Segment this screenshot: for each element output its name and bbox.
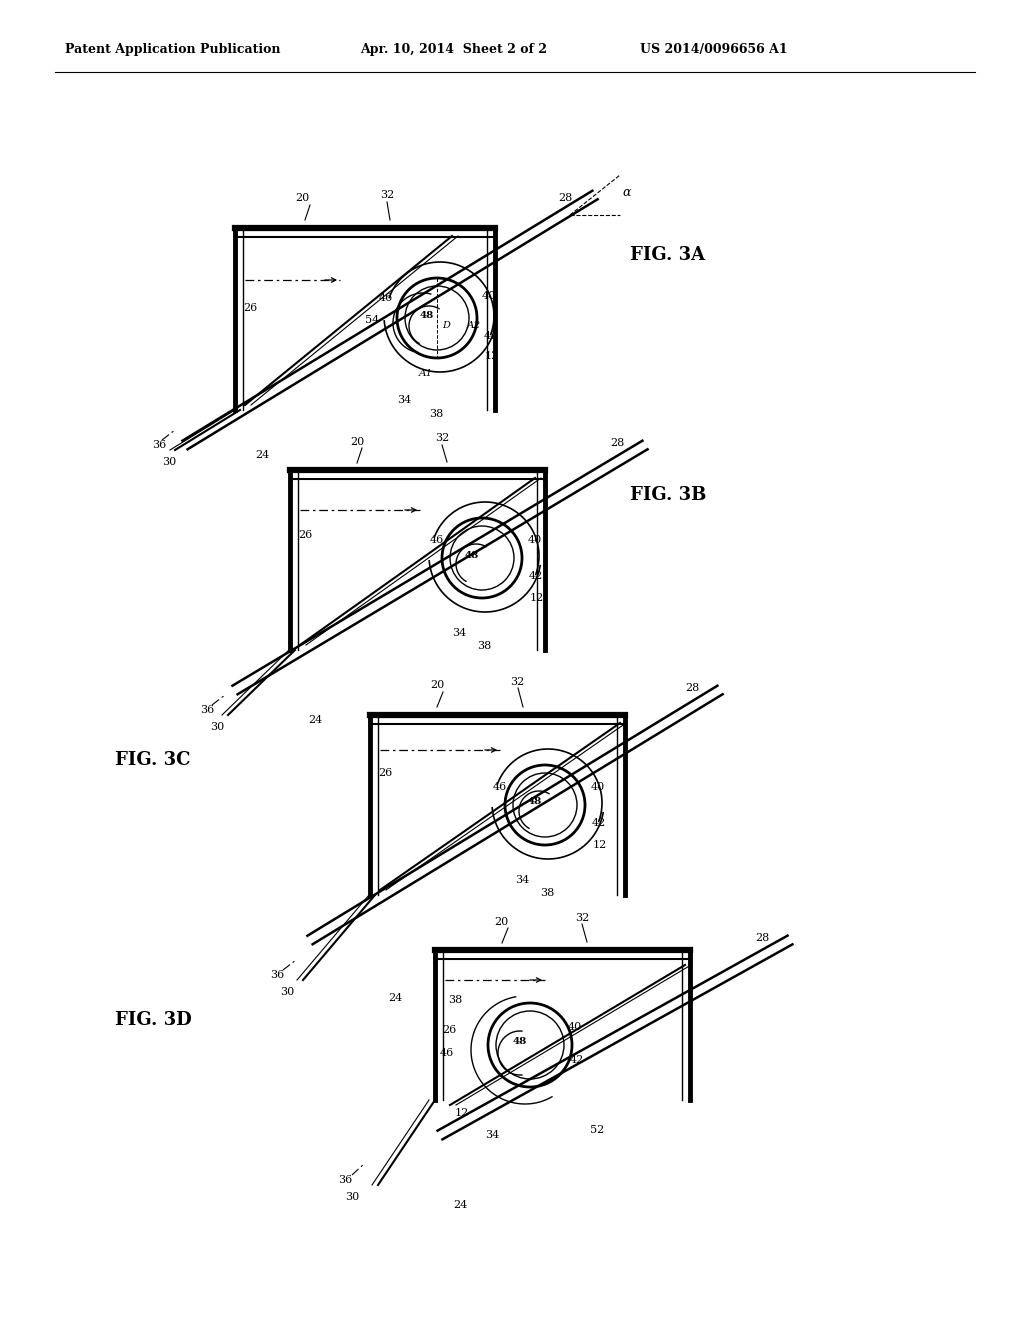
Text: 36: 36 [152,440,166,450]
Text: 42: 42 [592,818,606,828]
Text: 34: 34 [485,1130,500,1140]
Text: 12: 12 [455,1107,469,1118]
Text: 32: 32 [380,190,394,201]
Text: 26: 26 [298,531,312,540]
Text: D: D [442,322,450,330]
Text: 20: 20 [430,680,444,690]
Text: 52: 52 [590,1125,604,1135]
Text: 40: 40 [482,290,497,301]
Text: Patent Application Publication: Patent Application Publication [65,44,281,57]
Text: 36: 36 [200,705,214,715]
Text: 46: 46 [379,293,393,304]
Text: 38: 38 [540,888,554,898]
Text: 12: 12 [485,351,500,360]
Text: 36: 36 [270,970,285,979]
Text: 12: 12 [593,840,607,850]
Text: 36: 36 [338,1175,352,1185]
Text: 28: 28 [558,193,572,203]
Text: 48: 48 [528,797,542,807]
Text: 24: 24 [388,993,402,1003]
Text: 32: 32 [435,433,450,444]
Text: α: α [622,186,631,198]
Text: 28: 28 [610,438,625,447]
Text: 42: 42 [529,572,544,581]
Text: 38: 38 [449,995,462,1005]
Text: 46: 46 [430,535,444,545]
Text: 48: 48 [513,1038,527,1047]
Text: 32: 32 [510,677,524,686]
Text: 34: 34 [397,395,412,405]
Text: 48: 48 [465,550,479,560]
Text: FIG. 3C: FIG. 3C [115,751,190,770]
Text: 38: 38 [429,409,443,418]
Text: 30: 30 [162,457,176,467]
Text: 24: 24 [308,715,323,725]
Text: 40: 40 [591,781,605,792]
Text: 34: 34 [452,628,466,638]
Text: FIG. 3D: FIG. 3D [115,1011,191,1030]
Text: 54: 54 [365,315,379,325]
Text: FIG. 3B: FIG. 3B [630,486,707,504]
Text: US 2014/0096656 A1: US 2014/0096656 A1 [640,44,787,57]
Text: 30: 30 [210,722,224,733]
Text: 20: 20 [295,193,309,203]
Text: 24: 24 [453,1200,467,1210]
Text: Apr. 10, 2014  Sheet 2 of 2: Apr. 10, 2014 Sheet 2 of 2 [360,44,547,57]
Text: 42: 42 [484,331,499,341]
Text: A2: A2 [467,322,481,330]
Text: 46: 46 [440,1048,455,1059]
Text: 30: 30 [345,1192,359,1203]
Text: 34: 34 [515,875,529,884]
Text: 46: 46 [493,781,507,792]
Text: A1: A1 [419,368,433,378]
Text: 26: 26 [243,304,257,313]
Text: 24: 24 [255,450,269,459]
Text: 48: 48 [420,310,434,319]
Text: 30: 30 [280,987,294,997]
Text: 12: 12 [530,593,544,603]
Text: 40: 40 [568,1022,583,1032]
Text: 26: 26 [442,1026,457,1035]
Text: 38: 38 [477,642,492,651]
Text: FIG. 3A: FIG. 3A [630,246,706,264]
Text: 20: 20 [494,917,508,927]
Text: 42: 42 [570,1055,585,1065]
Text: 28: 28 [685,682,699,693]
Text: 28: 28 [755,933,769,942]
Text: 32: 32 [575,913,589,923]
Text: 26: 26 [378,768,392,777]
Text: 40: 40 [528,535,543,545]
Text: 20: 20 [350,437,365,447]
